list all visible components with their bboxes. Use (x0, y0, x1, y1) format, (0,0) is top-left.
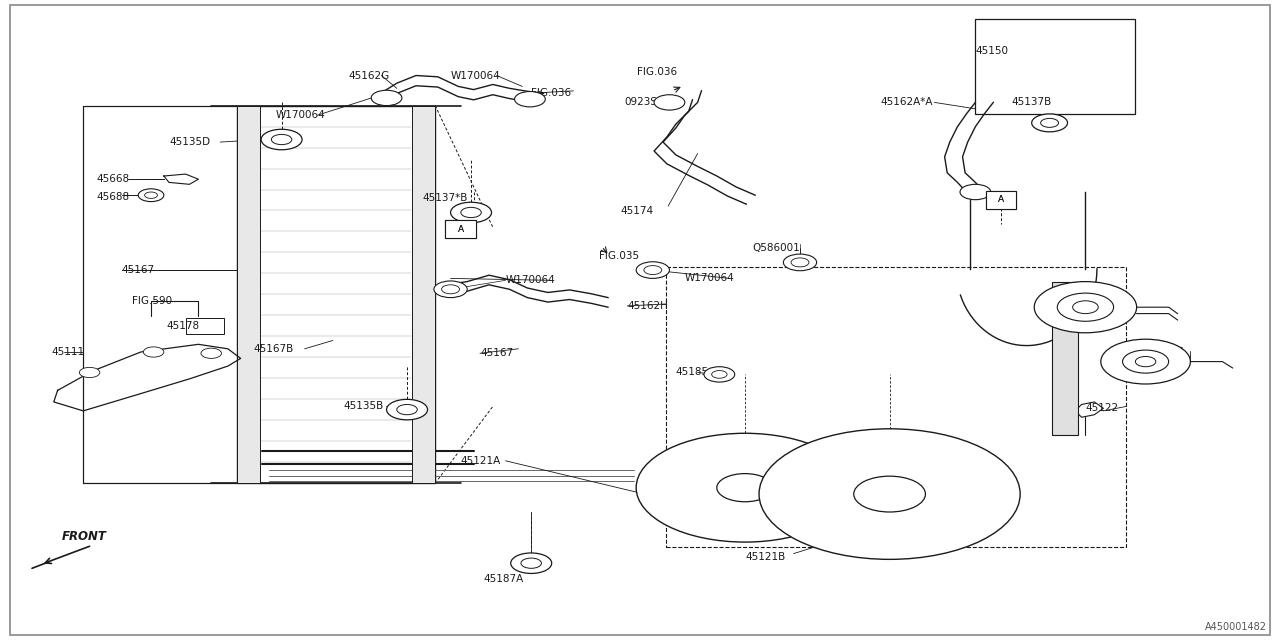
Text: W170064: W170064 (275, 110, 325, 120)
Circle shape (79, 367, 100, 378)
Circle shape (1135, 356, 1156, 367)
Bar (445, 220, 476, 238)
Text: Q586001: Q586001 (753, 243, 800, 253)
Text: 45131: 45131 (1152, 347, 1185, 357)
Text: 45162A*A: 45162A*A (881, 97, 933, 108)
Text: 0923S: 0923S (625, 97, 658, 108)
Text: FIG.590: FIG.590 (132, 296, 172, 306)
Text: 45167: 45167 (122, 265, 155, 275)
Circle shape (636, 262, 669, 278)
Text: W170064: W170064 (506, 275, 556, 285)
Circle shape (143, 347, 164, 357)
Circle shape (1057, 293, 1114, 321)
Text: 45122: 45122 (1085, 403, 1119, 413)
Circle shape (461, 207, 481, 218)
Text: W170064: W170064 (685, 273, 735, 284)
Text: A: A (998, 195, 1004, 204)
Bar (445, 220, 476, 238)
Text: 45187A: 45187A (484, 574, 524, 584)
Circle shape (1073, 301, 1098, 314)
Bar (1052, 282, 1078, 435)
Text: 45167: 45167 (480, 348, 513, 358)
Circle shape (783, 254, 817, 271)
Circle shape (201, 348, 221, 358)
Text: 45111: 45111 (51, 347, 84, 357)
Text: FIG.036: FIG.036 (637, 67, 677, 77)
Circle shape (397, 404, 417, 415)
Circle shape (1034, 282, 1137, 333)
Text: W170064: W170064 (451, 70, 500, 81)
Text: 45135D: 45135D (169, 137, 210, 147)
Circle shape (261, 129, 302, 150)
Text: A450001482: A450001482 (1206, 622, 1267, 632)
Bar (986, 191, 1016, 209)
Text: 45137*B: 45137*B (422, 193, 467, 204)
Circle shape (521, 558, 541, 568)
Circle shape (759, 429, 1020, 559)
Circle shape (138, 189, 164, 202)
Text: A: A (458, 225, 463, 234)
Circle shape (1041, 118, 1059, 127)
Text: FIG.035: FIG.035 (599, 251, 639, 261)
Circle shape (515, 92, 545, 107)
Text: 45167B: 45167B (253, 344, 293, 354)
Text: FRONT: FRONT (61, 530, 106, 543)
Bar (975, 19, 1135, 114)
Text: 45668: 45668 (96, 174, 129, 184)
Circle shape (704, 367, 735, 382)
Text: 45162H: 45162H (627, 301, 668, 311)
Text: 45162G: 45162G (348, 70, 389, 81)
Circle shape (791, 258, 809, 267)
Bar (237, 106, 260, 483)
Circle shape (1101, 339, 1190, 384)
Text: 45131: 45131 (1094, 294, 1128, 305)
Text: 45135B: 45135B (343, 401, 383, 412)
Bar (986, 191, 1016, 209)
Text: 45121A: 45121A (461, 456, 500, 466)
Circle shape (717, 474, 773, 502)
Circle shape (636, 433, 854, 542)
Circle shape (712, 371, 727, 378)
Text: 45150: 45150 (975, 46, 1009, 56)
Circle shape (387, 399, 428, 420)
Text: A: A (998, 195, 1004, 204)
Bar (412, 106, 435, 483)
Circle shape (451, 202, 492, 223)
Text: 45178: 45178 (166, 321, 200, 332)
Text: A: A (458, 225, 463, 234)
Circle shape (434, 281, 467, 298)
Text: 45121B: 45121B (745, 552, 785, 562)
Circle shape (960, 184, 991, 200)
Circle shape (371, 90, 402, 106)
Text: 45137B: 45137B (1011, 97, 1051, 108)
Circle shape (511, 553, 552, 573)
Circle shape (1123, 350, 1169, 373)
Circle shape (442, 285, 460, 294)
Circle shape (145, 192, 157, 198)
Text: 45185: 45185 (676, 367, 709, 378)
Text: FIG.036: FIG.036 (531, 88, 571, 98)
Circle shape (654, 95, 685, 110)
Circle shape (1032, 114, 1068, 132)
Text: 45688: 45688 (96, 192, 129, 202)
Bar (237, 106, 435, 483)
Circle shape (271, 134, 292, 145)
Bar (666, 267, 1126, 547)
Bar (186, 318, 224, 334)
Circle shape (644, 266, 662, 275)
Circle shape (854, 476, 925, 512)
Text: 45174: 45174 (621, 206, 654, 216)
